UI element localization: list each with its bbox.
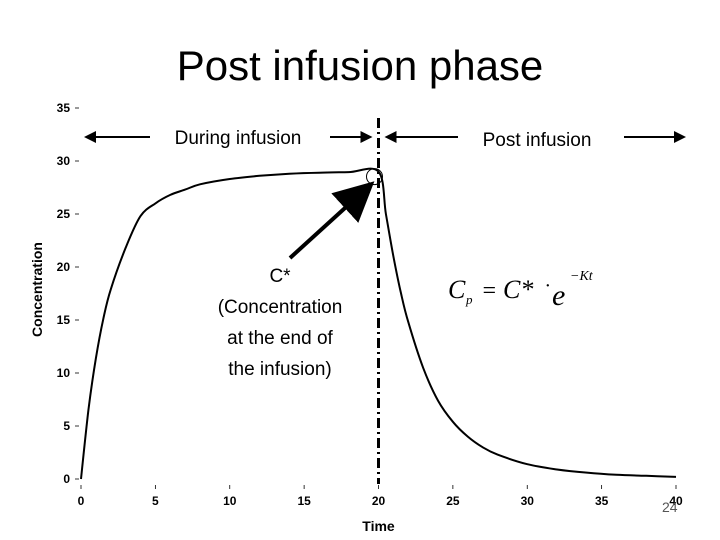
elimination-formula: C p = C* · e −Kt	[448, 269, 594, 312]
y-tick-label: 15	[57, 313, 71, 327]
formula-lhs: C	[448, 275, 466, 304]
c-star-marker	[366, 168, 383, 186]
annotation-line-4: the infusion)	[228, 359, 332, 380]
formula-lhs-subscript: p	[465, 292, 473, 307]
y-tick-label: 30	[57, 154, 71, 168]
page-number: 24	[662, 499, 678, 515]
x-tick-label: 35	[595, 494, 609, 508]
formula-equals: =	[481, 278, 497, 304]
slide-title: Post infusion phase	[176, 42, 544, 89]
y-tick-label: 0	[63, 472, 70, 486]
formula-exponent: −Kt	[570, 269, 594, 284]
x-tick-label: 15	[297, 494, 311, 508]
y-tick-label: 10	[57, 366, 71, 380]
annotation-line-1: C*	[269, 266, 291, 287]
x-axis-ticks: 0 5 10 15 20 25 30 35 40	[78, 485, 683, 508]
annotation-line-3: at the end of	[227, 328, 333, 349]
concentration-curve	[80, 167, 677, 480]
x-tick-label: 5	[152, 494, 159, 508]
y-tick-label: 5	[63, 419, 70, 433]
x-tick-label: 20	[372, 494, 386, 508]
x-tick-label: 25	[446, 494, 460, 508]
y-tick-label: 20	[57, 260, 71, 274]
x-tick-label: 10	[223, 494, 237, 508]
c-star-arrow	[288, 181, 375, 260]
x-axis-title: Time	[362, 518, 395, 534]
post-infusion-label: Post infusion	[483, 130, 592, 151]
y-axis-ticks: 0 5 10 15 20 25 30 35	[57, 101, 79, 486]
x-tick-label: 0	[78, 494, 85, 508]
x-tick-label: 30	[521, 494, 535, 508]
formula-c-star: C*	[503, 275, 533, 304]
formula-dot: ·	[545, 275, 550, 297]
x-tick-label: 40	[669, 494, 683, 508]
annotation-line-2: (Concentration	[218, 297, 343, 318]
y-axis-title: Concentration	[29, 242, 45, 337]
during-infusion-label: During infusion	[175, 128, 302, 149]
formula-base-e: e	[552, 279, 565, 312]
y-tick-label: 25	[57, 207, 71, 221]
y-tick-label: 35	[57, 101, 71, 115]
